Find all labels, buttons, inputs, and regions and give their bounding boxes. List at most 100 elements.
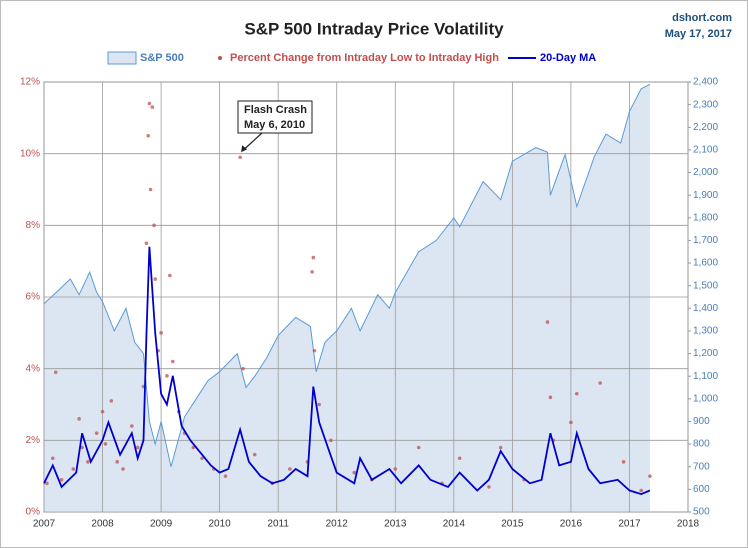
x-tick-label: 2017: [618, 519, 641, 530]
scatter-point: [200, 456, 204, 461]
scatter-point: [171, 359, 175, 364]
x-tick-label: 2007: [33, 519, 56, 530]
scatter-point: [288, 467, 292, 471]
x-tick-label: 2018: [677, 519, 700, 530]
annotation-box: [237, 100, 313, 134]
legend-swatch: [107, 51, 137, 65]
x-tick-label: 2010: [209, 519, 232, 530]
scatter-point: [115, 460, 119, 464]
y2-tick-label: 2,100: [693, 145, 718, 156]
scatter-point: [150, 105, 155, 109]
scatter-point: [498, 445, 503, 450]
line: [43, 246, 651, 496]
y2-tick-label: 2,400: [693, 77, 718, 88]
y2-tick-label: 1,700: [693, 235, 718, 246]
scatter-point: [311, 255, 316, 260]
y2-tick-label: 500: [693, 507, 710, 518]
y-tick-label: 6%: [26, 292, 41, 303]
legend-label: S&P 500: [140, 52, 184, 64]
y-tick-label: 12%: [20, 77, 40, 88]
y2-tick-label: 1,000: [693, 393, 718, 404]
date: May 17, 2017: [665, 28, 732, 40]
scatter-point: [241, 366, 245, 371]
x-tick-label: 2009: [150, 519, 173, 530]
y2-tick-label: 1,200: [693, 348, 718, 359]
scatter-point: [317, 402, 321, 407]
scatter-point: [80, 445, 84, 450]
legend-label: 20-Day MA: [540, 52, 596, 64]
scatter-point: [153, 277, 158, 281]
y-tick-label: 4%: [26, 363, 41, 374]
y2-tick-label: 1,500: [693, 280, 718, 291]
grid: [43, 81, 689, 513]
y2-tick-label: 700: [693, 461, 710, 472]
x-tick-label: 2012: [326, 519, 349, 530]
chart-title: S&P 500 Intraday Price Volatility: [244, 19, 504, 38]
scatter-point: [223, 474, 228, 478]
y2-tick-label: 800: [693, 439, 710, 450]
area: [44, 84, 650, 513]
scatter-point: [159, 331, 163, 335]
scatter-point: [100, 409, 105, 414]
y2-tick-label: 1,100: [693, 371, 718, 382]
data: [43, 81, 689, 513]
x-tick-label: 2015: [501, 519, 524, 530]
scatter-point: [457, 456, 462, 461]
annotation-arrowhead: [241, 145, 248, 153]
scatter-point: [94, 431, 99, 435]
y2-tick-label: 2,200: [693, 122, 718, 133]
y-tick-label: 0%: [26, 507, 41, 518]
scatter-point: [135, 445, 140, 450]
scatter-point: [487, 485, 491, 489]
y2-tick-label: 2,300: [693, 99, 718, 110]
scatter-point: [416, 445, 421, 450]
scatter-point: [152, 223, 156, 228]
source: dshort.com: [672, 12, 732, 24]
scatter-point: [352, 470, 357, 475]
annotation-arrow: [242, 132, 263, 151]
scatter-point: [71, 467, 76, 471]
scatter-point: [147, 101, 152, 106]
scatter-point: [109, 399, 114, 403]
annotation-text: Flash Crash: [244, 104, 307, 116]
scatter-point: [312, 348, 317, 353]
scatter-point: [148, 187, 153, 192]
y2-tick-label: 1,800: [693, 212, 718, 223]
x-tick-label: 2011: [267, 519, 289, 530]
scatter-point: [53, 370, 58, 375]
legend-swatch: [218, 56, 222, 60]
scatter-point: [310, 270, 314, 274]
scatter-point: [191, 445, 196, 450]
scatter-point: [130, 424, 134, 428]
y-tick-label: 10%: [20, 148, 40, 159]
scatter-point: [168, 273, 172, 278]
scatter-point: [569, 420, 573, 425]
scatter-point: [238, 155, 242, 160]
scatter-point: [59, 477, 64, 482]
y-tick-label: 2%: [26, 435, 41, 446]
scatter-point: [103, 442, 108, 446]
scatter-point: [648, 474, 652, 478]
y2-tick-label: 1,900: [693, 190, 718, 201]
y2-tick-label: 900: [693, 416, 710, 427]
scatter-point: [252, 452, 257, 457]
scatter-point: [545, 320, 550, 324]
scatter-point: [621, 460, 626, 464]
y2-tick-label: 600: [693, 484, 710, 495]
y2-tick-label: 1,300: [693, 326, 718, 337]
x-tick-label: 2014: [443, 519, 466, 530]
legend-label: Percent Change from Intraday Low to Intr…: [230, 52, 499, 64]
scatter-point: [329, 438, 333, 443]
scatter-point: [144, 241, 149, 246]
scatter-point: [574, 391, 579, 396]
scatter-point: [598, 381, 602, 385]
scatter-point: [121, 467, 125, 471]
y2-tick-label: 1,400: [693, 303, 718, 314]
scatter-point: [393, 467, 398, 471]
scatter-point: [86, 460, 90, 464]
x-tick-label: 2008: [91, 519, 114, 530]
scatter-point: [639, 488, 643, 493]
x-tick-label: 2016: [560, 519, 583, 530]
scatter-point: [146, 133, 151, 138]
